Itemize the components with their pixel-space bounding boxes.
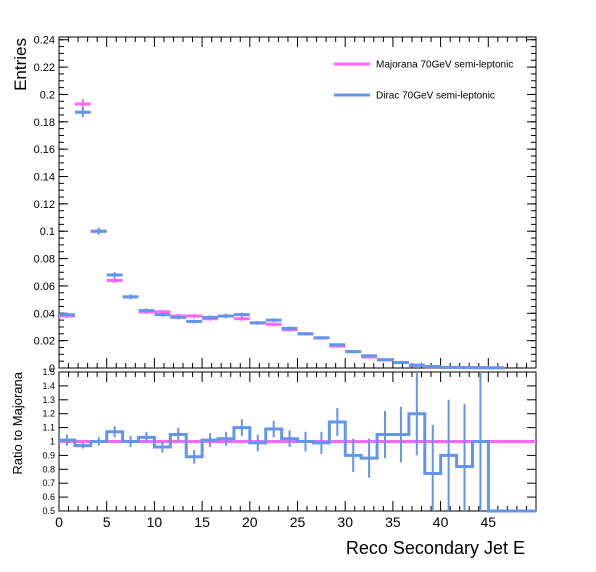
- top-y-tick-label: 0.08: [34, 254, 55, 266]
- legend-label-dirac: Dirac 70GeV semi-leptonic: [376, 91, 495, 102]
- x-tick-label: 10: [147, 514, 163, 530]
- bottom-y-tick-label: 1.4: [42, 381, 55, 391]
- top-y-tick-label: 0.16: [34, 144, 55, 156]
- x-tick-label: 0: [55, 514, 63, 530]
- x-tick-label: 45: [481, 514, 497, 530]
- top-y-tick-label: 0.1: [40, 226, 55, 238]
- bottom-y-tick-label: 1.2: [42, 409, 55, 419]
- x-tick-label: 30: [337, 514, 353, 530]
- x-tick-label: 25: [290, 514, 306, 530]
- bottom-y-tick-label: 1: [50, 437, 55, 447]
- bottom-y-tick-label: 0.7: [42, 478, 55, 488]
- bottom-y-tick-label: 0.8: [42, 464, 55, 474]
- top-y-tick-label: 0.18: [34, 117, 55, 129]
- top-y-tick-label: 0.04: [34, 308, 55, 320]
- top-y-tick-label: 0.2: [40, 89, 55, 101]
- top-y-tick-label: 0.14: [34, 172, 55, 184]
- bottom-y-tick-label: 0.9: [42, 450, 55, 460]
- top-y-tick-label: 0.24: [34, 35, 55, 47]
- top-y-tick-label: 0.12: [34, 199, 55, 211]
- x-tick-label: 20: [242, 514, 258, 530]
- x-tick-label: 40: [433, 514, 449, 530]
- top-y-tick-label: 0.22: [34, 62, 55, 74]
- x-axis-label: Reco Secondary Jet E: [346, 538, 525, 558]
- bottom-y-tick-label: 1.1: [42, 423, 55, 433]
- bottom-y-axis-label: Ratio to Majorana: [10, 371, 25, 474]
- x-tick-label: 15: [194, 514, 210, 530]
- top-y-axis-label: Entries: [11, 38, 30, 91]
- top-y-axis: 00.020.040.060.080.10.120.140.160.180.20…: [34, 35, 536, 375]
- legend: Majorana 70GeV semi-leptonic Dirac 70GeV…: [334, 60, 513, 102]
- bottom-y-tick-label: 1.3: [42, 395, 55, 405]
- top-y-tick-label: 0.02: [34, 336, 55, 348]
- x-tick-label: 5: [103, 514, 111, 530]
- top-frame: [59, 37, 536, 368]
- bottom-y-tick-label: 0.6: [42, 492, 55, 502]
- legend-label-majorana: Majorana 70GeV semi-leptonic: [376, 60, 513, 71]
- bottom-y-tick-label: 1.5: [42, 367, 55, 377]
- bottom-series-group: [59, 372, 536, 511]
- bottom-y-tick-label: 0.5: [42, 506, 55, 516]
- top-series-group: [59, 99, 504, 368]
- x-tick-label: 35: [385, 514, 401, 530]
- top-y-tick-label: 0.06: [34, 281, 55, 293]
